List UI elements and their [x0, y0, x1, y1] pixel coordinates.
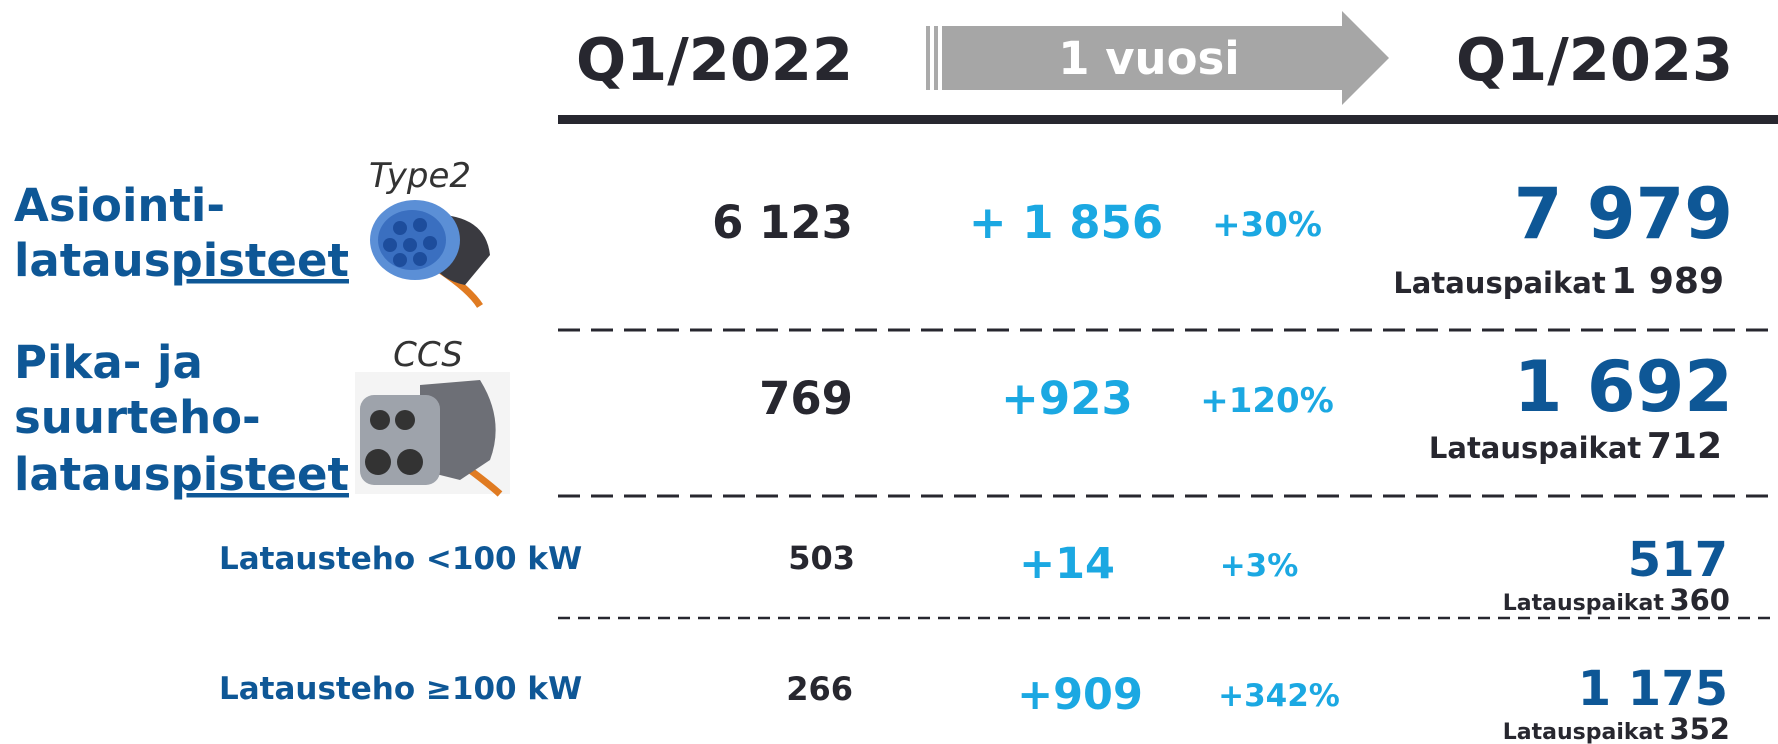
start-value: 769	[759, 372, 853, 425]
end-value: 517	[1628, 532, 1728, 588]
connector-name: Type2	[369, 156, 471, 196]
sites: Latauspaikat 352	[1503, 712, 1730, 744]
row-label: Asiointi-	[14, 179, 225, 232]
connector-name: CCS	[393, 335, 463, 375]
change-value: +923	[1001, 372, 1133, 425]
sites: Latauspaikat 1 989	[1393, 261, 1724, 302]
row-label: latauspisteet	[14, 448, 349, 501]
start-value: 266	[786, 670, 853, 708]
sites-value: 352	[1669, 712, 1730, 744]
row-label: Pika- ja	[14, 336, 203, 389]
ccs-icon	[355, 372, 510, 497]
row-label: latauspisteet	[14, 234, 349, 287]
type2-icon	[370, 200, 490, 308]
change-value: +909	[1017, 670, 1143, 720]
sites-value: 1 989	[1611, 261, 1724, 302]
start-value: 6 123	[712, 196, 853, 249]
row-label-underlined: pisteet	[171, 234, 349, 287]
change-percent: +120%	[1200, 381, 1334, 421]
row-label: suurteho-	[14, 391, 261, 444]
sites-label: Latauspaikat	[1429, 431, 1642, 465]
sites-label: Latauspaikat	[1503, 720, 1665, 744]
change-value: +14	[1019, 539, 1115, 589]
period-end: Q1/2023	[1456, 25, 1733, 94]
row-label-part: lataus	[14, 234, 171, 287]
change-percent: +342%	[1218, 678, 1340, 714]
sub-row-label: Latausteho ≥100 kW	[219, 671, 582, 707]
sites-label: Latauspaikat	[1503, 591, 1665, 616]
sites-value: 360	[1669, 583, 1730, 617]
change-percent: +30%	[1212, 205, 1322, 245]
row-label-underlined: pisteet	[171, 448, 349, 501]
row-label-part: lataus	[14, 448, 171, 501]
header-rule	[558, 115, 1778, 124]
end-value: 7 979	[1514, 173, 1733, 255]
end-value: 1 692	[1514, 346, 1733, 428]
sites: Latauspaikat 360	[1503, 583, 1730, 617]
sub-row-label: Latausteho <100 kW	[219, 541, 582, 577]
start-value: 503	[788, 539, 855, 577]
change-percent: +3%	[1220, 548, 1299, 584]
sites: Latauspaikat 712	[1429, 426, 1722, 467]
sites-value: 712	[1647, 426, 1722, 467]
change-value: + 1 856	[969, 196, 1163, 249]
period-start: Q1/2022	[576, 25, 853, 94]
end-value: 1 175	[1578, 661, 1728, 717]
arrow-label: 1 vuosi	[1058, 32, 1239, 85]
arrow	[926, 11, 1389, 105]
sites-label: Latauspaikat	[1393, 266, 1606, 300]
